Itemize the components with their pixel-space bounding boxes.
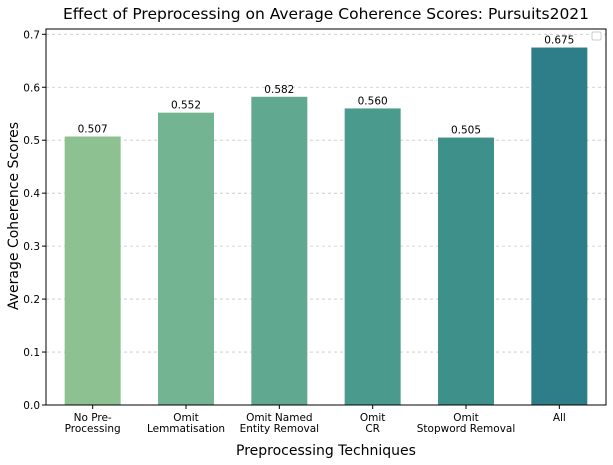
bar (64, 136, 121, 406)
y-axis-label: Average Coherence Scores (6, 122, 22, 310)
x-tick-label: Omit Stopword Removal (417, 412, 516, 435)
x-axis-label: Preprocessing Techniques (236, 443, 416, 459)
y-tick-label: 0.4 (23, 188, 40, 200)
bar (531, 47, 588, 405)
bar-value-label: 0.675 (544, 35, 574, 47)
y-tick-label: 0.2 (23, 294, 40, 306)
bar (438, 137, 494, 405)
bar-value-label: 0.582 (264, 84, 294, 96)
x-tick-label: Omit CR (360, 412, 386, 435)
y-tick-label: 0.7 (23, 29, 40, 41)
bar (251, 96, 308, 405)
y-tick-label: 0.1 (23, 347, 40, 359)
y-tick-label: 0.0 (23, 400, 40, 412)
y-axis-ticks: 0.0 0.1 0.2 0.3 0.4 0.5 0.6 0.7 (23, 29, 46, 412)
x-axis-ticks: No Pre-Processing Omit Lemmatisation Omit N… (65, 405, 566, 435)
bar-value-label: 0.505 (451, 125, 481, 137)
bar-value-label: 0.507 (78, 124, 108, 136)
bar-value-label: 0.552 (171, 100, 201, 112)
bar (158, 112, 214, 405)
grid-lines (46, 33, 606, 353)
y-tick-label: 0.6 (23, 82, 40, 94)
x-tick-label: Omit Named Entity Removal (240, 412, 320, 435)
y-tick-label: 0.3 (23, 241, 40, 253)
y-tick-label: 0.5 (23, 135, 40, 147)
x-tick-label: No Pre-Processing (65, 412, 121, 435)
x-tick-label: Omit Lemmatisation (147, 412, 225, 435)
chart-title: Effect of Preprocessing on Average Coher… (63, 5, 589, 23)
legend-box (591, 31, 602, 41)
plot-area-frame (45, 28, 607, 406)
x-tick-label: All (553, 412, 566, 424)
bars: 0.507 0.552 0.582 0.560 0.505 0.675 (64, 35, 588, 406)
bar (344, 108, 401, 406)
bar-value-label: 0.560 (358, 95, 388, 107)
